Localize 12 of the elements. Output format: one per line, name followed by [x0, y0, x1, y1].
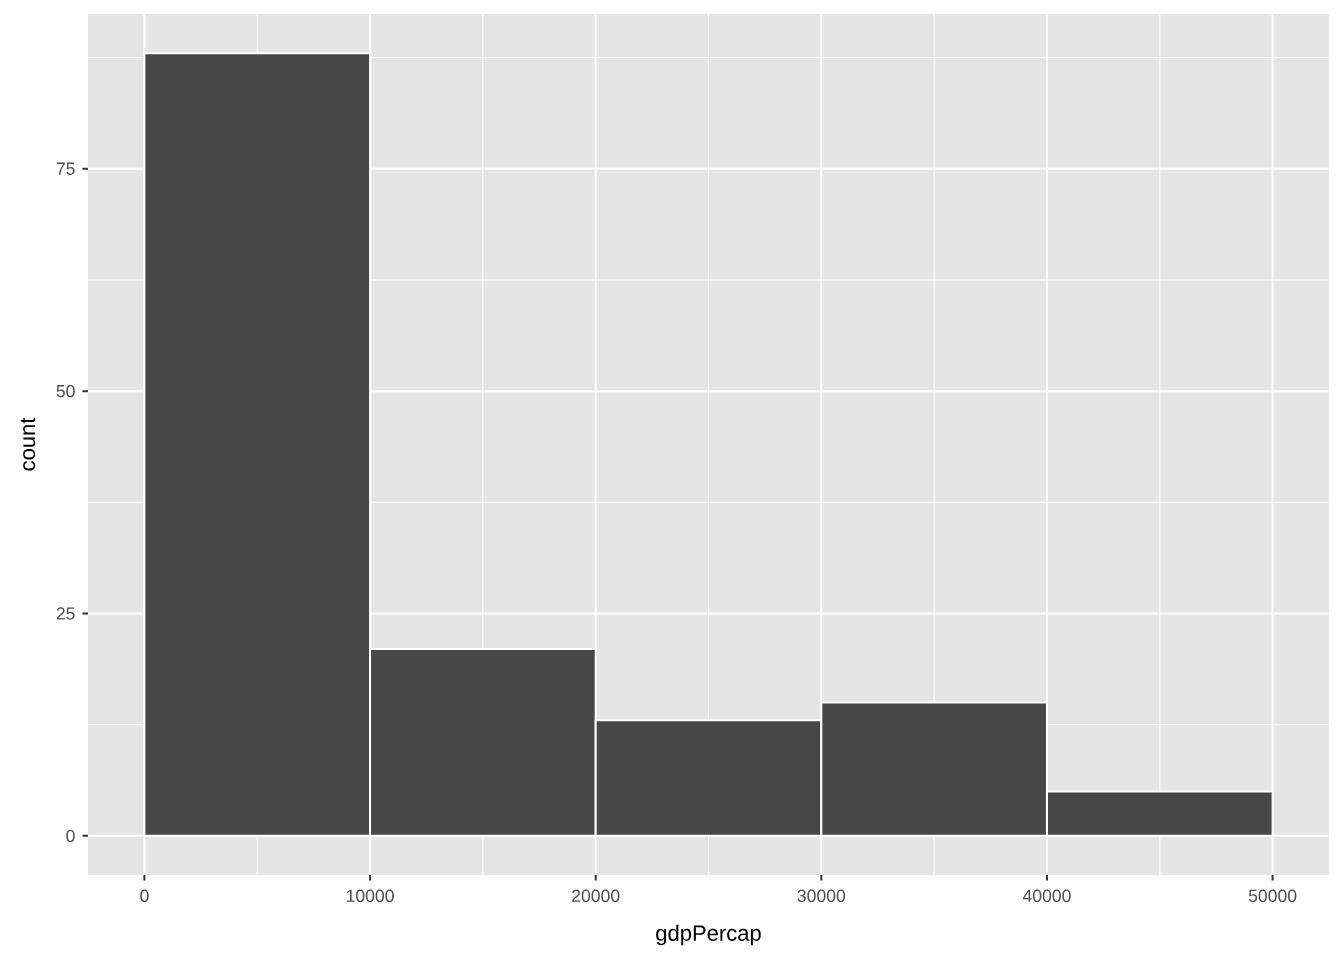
x-tick-label: 20000 [572, 889, 620, 903]
x-tick-label: 0 [140, 889, 149, 903]
x-tick-label: 50000 [1248, 889, 1297, 903]
x-axis-title: gdpPercap [656, 924, 761, 946]
y-tick-label: 75 [56, 162, 75, 175]
x-tick-label: 30000 [797, 889, 846, 903]
x-tick-label: 10000 [346, 889, 394, 903]
y-tick-label: 25 [56, 607, 75, 620]
y-tick-label: 50 [56, 384, 75, 398]
y-tick-label: 0 [66, 829, 75, 843]
x-tick-label: 40000 [1022, 889, 1071, 903]
y-axis-title: count [20, 417, 36, 471]
